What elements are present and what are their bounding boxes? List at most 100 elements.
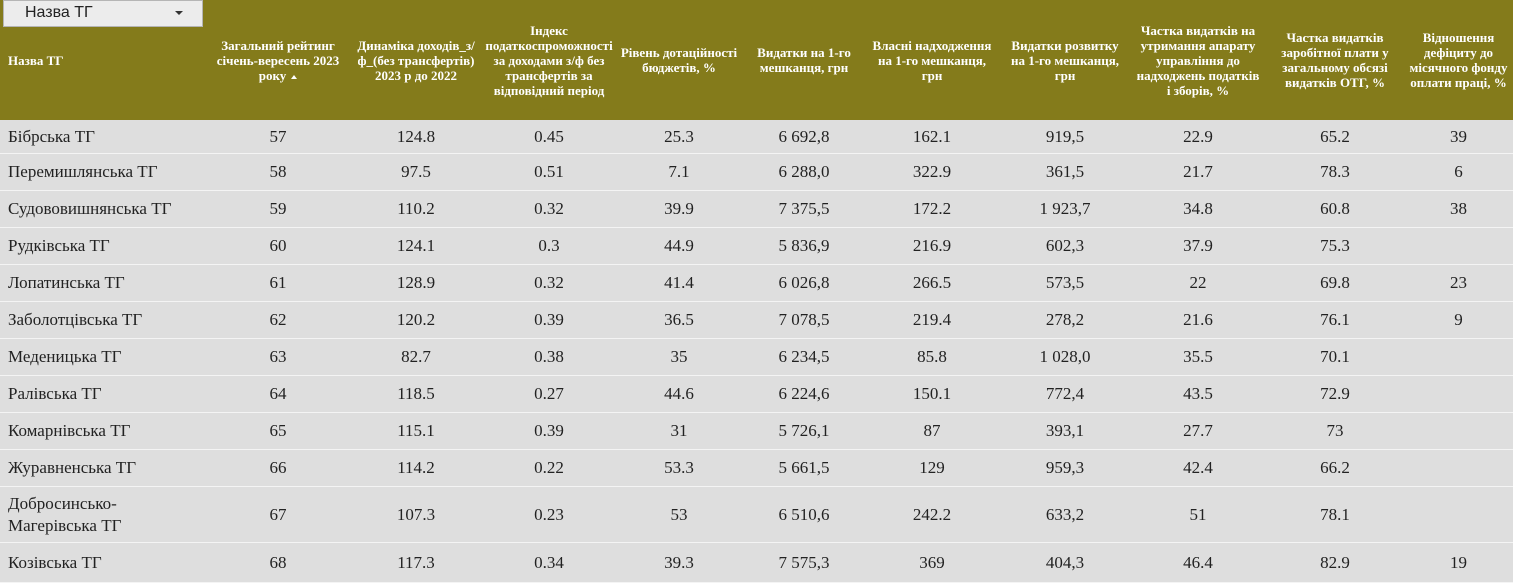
table-cell: 37.9 bbox=[1183, 236, 1213, 255]
table-cell: 6 692,8 bbox=[778, 126, 830, 146]
table-cell: 67 bbox=[269, 504, 287, 524]
column-header-label: Власні надходження на 1-го мешканця, грн bbox=[872, 37, 992, 83]
table-cell: 31 bbox=[670, 421, 688, 440]
table-cell: 38 bbox=[1450, 199, 1467, 218]
table-cell-name: Перемишлянська ТГ bbox=[8, 162, 158, 181]
table-cell: 120.2 bbox=[396, 310, 436, 329]
table-cell: 22.9 bbox=[1183, 126, 1213, 146]
table-cell: 369 bbox=[919, 552, 945, 572]
table-cell: 0.27 bbox=[534, 384, 564, 403]
table-row[interactable]: Меденицька ТГ 63 82.7 0.38 35 6 234,5 85.8 1 02… bbox=[0, 339, 1513, 376]
table-cell: 42.4 bbox=[1183, 458, 1213, 477]
table-cell: 27.7 bbox=[1183, 421, 1213, 440]
table-cell: 65.2 bbox=[1320, 126, 1350, 146]
table-row[interactable]: Рудківська ТГ 60 124.1 0.3 44.9 5 836,9 216.9 6… bbox=[0, 228, 1513, 265]
column-header-3[interactable]: Індекс податкоспроможності за доходами з… bbox=[484, 0, 614, 120]
table-row[interactable]: Лопатинська ТГ 61 128.9 0.32 41.4 6 026,8 266.… bbox=[0, 265, 1513, 302]
table-cell: 61 bbox=[269, 273, 287, 292]
column-header-label: Загальний рейтинг січень-вересень 2023 р… bbox=[216, 37, 340, 83]
table-cell: 46.4 bbox=[1183, 552, 1213, 572]
column-header-2[interactable]: Динаміка доходів_з/ф_(без трансфертів) 2… bbox=[348, 0, 484, 120]
table-cell-name: Лопатинська ТГ bbox=[8, 273, 125, 292]
table-cell: 82.7 bbox=[401, 347, 431, 366]
table-cell-name: Рудківська ТГ bbox=[8, 236, 110, 255]
table-cell: 5 661,5 bbox=[778, 458, 830, 477]
table-row[interactable]: Бібрська ТГ 57 124.8 0.45 25.3 6 692,8 162.1 91… bbox=[0, 120, 1513, 154]
table-cell: 128.9 bbox=[396, 273, 436, 292]
column-header-label: Динаміка доходів_з/ф_(без трансфертів) 2… bbox=[357, 37, 475, 83]
table-row[interactable]: Судововишнянська ТГ 59 110.2 0.32 39.9 7 375,… bbox=[0, 191, 1513, 228]
table-cell: 162.1 bbox=[912, 126, 952, 146]
table-cell: 39.3 bbox=[664, 552, 694, 572]
table-cell: 9 bbox=[1454, 310, 1463, 329]
table-cell: 53 bbox=[670, 504, 688, 524]
sort-ascending-icon[interactable] bbox=[291, 74, 298, 79]
table-cell: 278,2 bbox=[1045, 310, 1085, 329]
column-header-8[interactable]: Частка видатків на утримання апарату упр… bbox=[1130, 0, 1266, 120]
table-cell: 6 bbox=[1454, 162, 1463, 181]
table-cell bbox=[1404, 228, 1513, 264]
table-cell: 0.22 bbox=[534, 458, 564, 477]
column-header-label: Видатки на 1-го мешканця, грн bbox=[757, 45, 851, 75]
column-header-10[interactable]: Відношення дефіциту до місячного фонду о… bbox=[1404, 0, 1513, 120]
table-cell: 21.7 bbox=[1183, 162, 1213, 181]
table-cell: 6 288,0 bbox=[778, 162, 830, 181]
table-cell: 110.2 bbox=[397, 199, 435, 218]
table-cell: 1 923,7 bbox=[1039, 199, 1091, 218]
table-cell: 97.5 bbox=[401, 162, 431, 181]
table-cell: 78.1 bbox=[1320, 504, 1350, 524]
column-header-1[interactable]: Загальний рейтинг січень-вересень 2023 р… bbox=[208, 0, 348, 120]
table-cell-name: Судововишнянська ТГ bbox=[8, 199, 172, 218]
table-cell: 772,4 bbox=[1045, 384, 1085, 403]
table-cell: 44.6 bbox=[664, 384, 694, 403]
chevron-down-icon bbox=[175, 11, 183, 15]
table-cell-name: Журавненська ТГ bbox=[8, 458, 137, 477]
table-cell: 115.1 bbox=[397, 421, 435, 440]
column-header-name[interactable]: Назва ТГ bbox=[0, 0, 208, 120]
table-cell: 68 bbox=[269, 552, 287, 572]
table-cell: 0.39 bbox=[534, 421, 564, 440]
table-cell: 124.1 bbox=[396, 236, 436, 255]
table-row[interactable]: Заболотцівська ТГ 62 120.2 0.39 36.5 7 078,5 2… bbox=[0, 302, 1513, 339]
table-cell: 75.3 bbox=[1320, 236, 1350, 255]
table-row[interactable]: Козівська ТГ 68 117.3 0.34 39.3 7 575,3 369 404… bbox=[0, 543, 1513, 583]
table-row[interactable]: Добросинсько-Магерівська ТГ 67 107.3 0.23 53… bbox=[0, 487, 1513, 543]
table-cell: 73 bbox=[1326, 421, 1344, 440]
column-header-label: Назва ТГ bbox=[8, 52, 64, 68]
column-header-4[interactable]: Рівень дотаційності бюджетів, % bbox=[614, 0, 744, 120]
table-cell: 66 bbox=[269, 458, 287, 477]
table-cell: 172.2 bbox=[912, 199, 952, 218]
table-cell: 34.8 bbox=[1183, 199, 1213, 218]
column-header-label: Відношення дефіциту до місячного фонду о… bbox=[1409, 30, 1508, 90]
table-cell: 25.3 bbox=[664, 126, 694, 146]
table-cell: 85.8 bbox=[917, 347, 947, 366]
table-cell: 57 bbox=[269, 126, 287, 146]
table-cell: 19 bbox=[1450, 552, 1467, 572]
table-cell: 5 836,9 bbox=[778, 236, 830, 255]
table-cell: 6 224,6 bbox=[778, 384, 830, 403]
column-header-5[interactable]: Видатки на 1-го мешканця, грн bbox=[744, 0, 864, 120]
table-cell: 21.6 bbox=[1183, 310, 1213, 329]
table-cell-name: Ралівська ТГ bbox=[8, 384, 102, 403]
table-row[interactable]: Ралівська ТГ 64 118.5 0.27 44.6 6 224,6 150.1 7… bbox=[0, 376, 1513, 413]
table-row[interactable]: Журавненська ТГ 66 114.2 0.22 53.3 5 661,5 129… bbox=[0, 450, 1513, 487]
table-header bbox=[0, 0, 1513, 120]
table-cell: 118.5 bbox=[397, 384, 435, 403]
table-cell: 0.38 bbox=[534, 347, 564, 366]
table-row[interactable]: Перемишлянська ТГ 58 97.5 0.51 7.1 6 288,0 322… bbox=[0, 154, 1513, 191]
table-cell-name: Козівська ТГ bbox=[8, 552, 102, 572]
table-cell: 361,5 bbox=[1045, 162, 1085, 181]
column-header-9[interactable]: Частка видатків заробітної плати у загал… bbox=[1266, 0, 1404, 120]
table-cell: 0.45 bbox=[534, 126, 564, 146]
table-cell bbox=[1404, 450, 1513, 486]
table-cell: 1 028,0 bbox=[1039, 347, 1091, 366]
column-header-6[interactable]: Власні надходження на 1-го мешканця, грн bbox=[864, 0, 1000, 120]
table-cell bbox=[1404, 487, 1513, 542]
table-cell: 242.2 bbox=[912, 504, 952, 524]
table-row[interactable]: Комарнівська ТГ 65 115.1 0.39 31 5 726,1 87 393… bbox=[0, 413, 1513, 450]
filter-dropdown[interactable]: Назва ТГ bbox=[3, 0, 203, 27]
table-cell: 41.4 bbox=[664, 273, 694, 292]
table-cell: 7.1 bbox=[668, 162, 690, 181]
table-cell: 6 510,6 bbox=[778, 504, 830, 524]
column-header-7[interactable]: Видатки розвитку на 1-го мешканця, грн bbox=[1000, 0, 1130, 120]
